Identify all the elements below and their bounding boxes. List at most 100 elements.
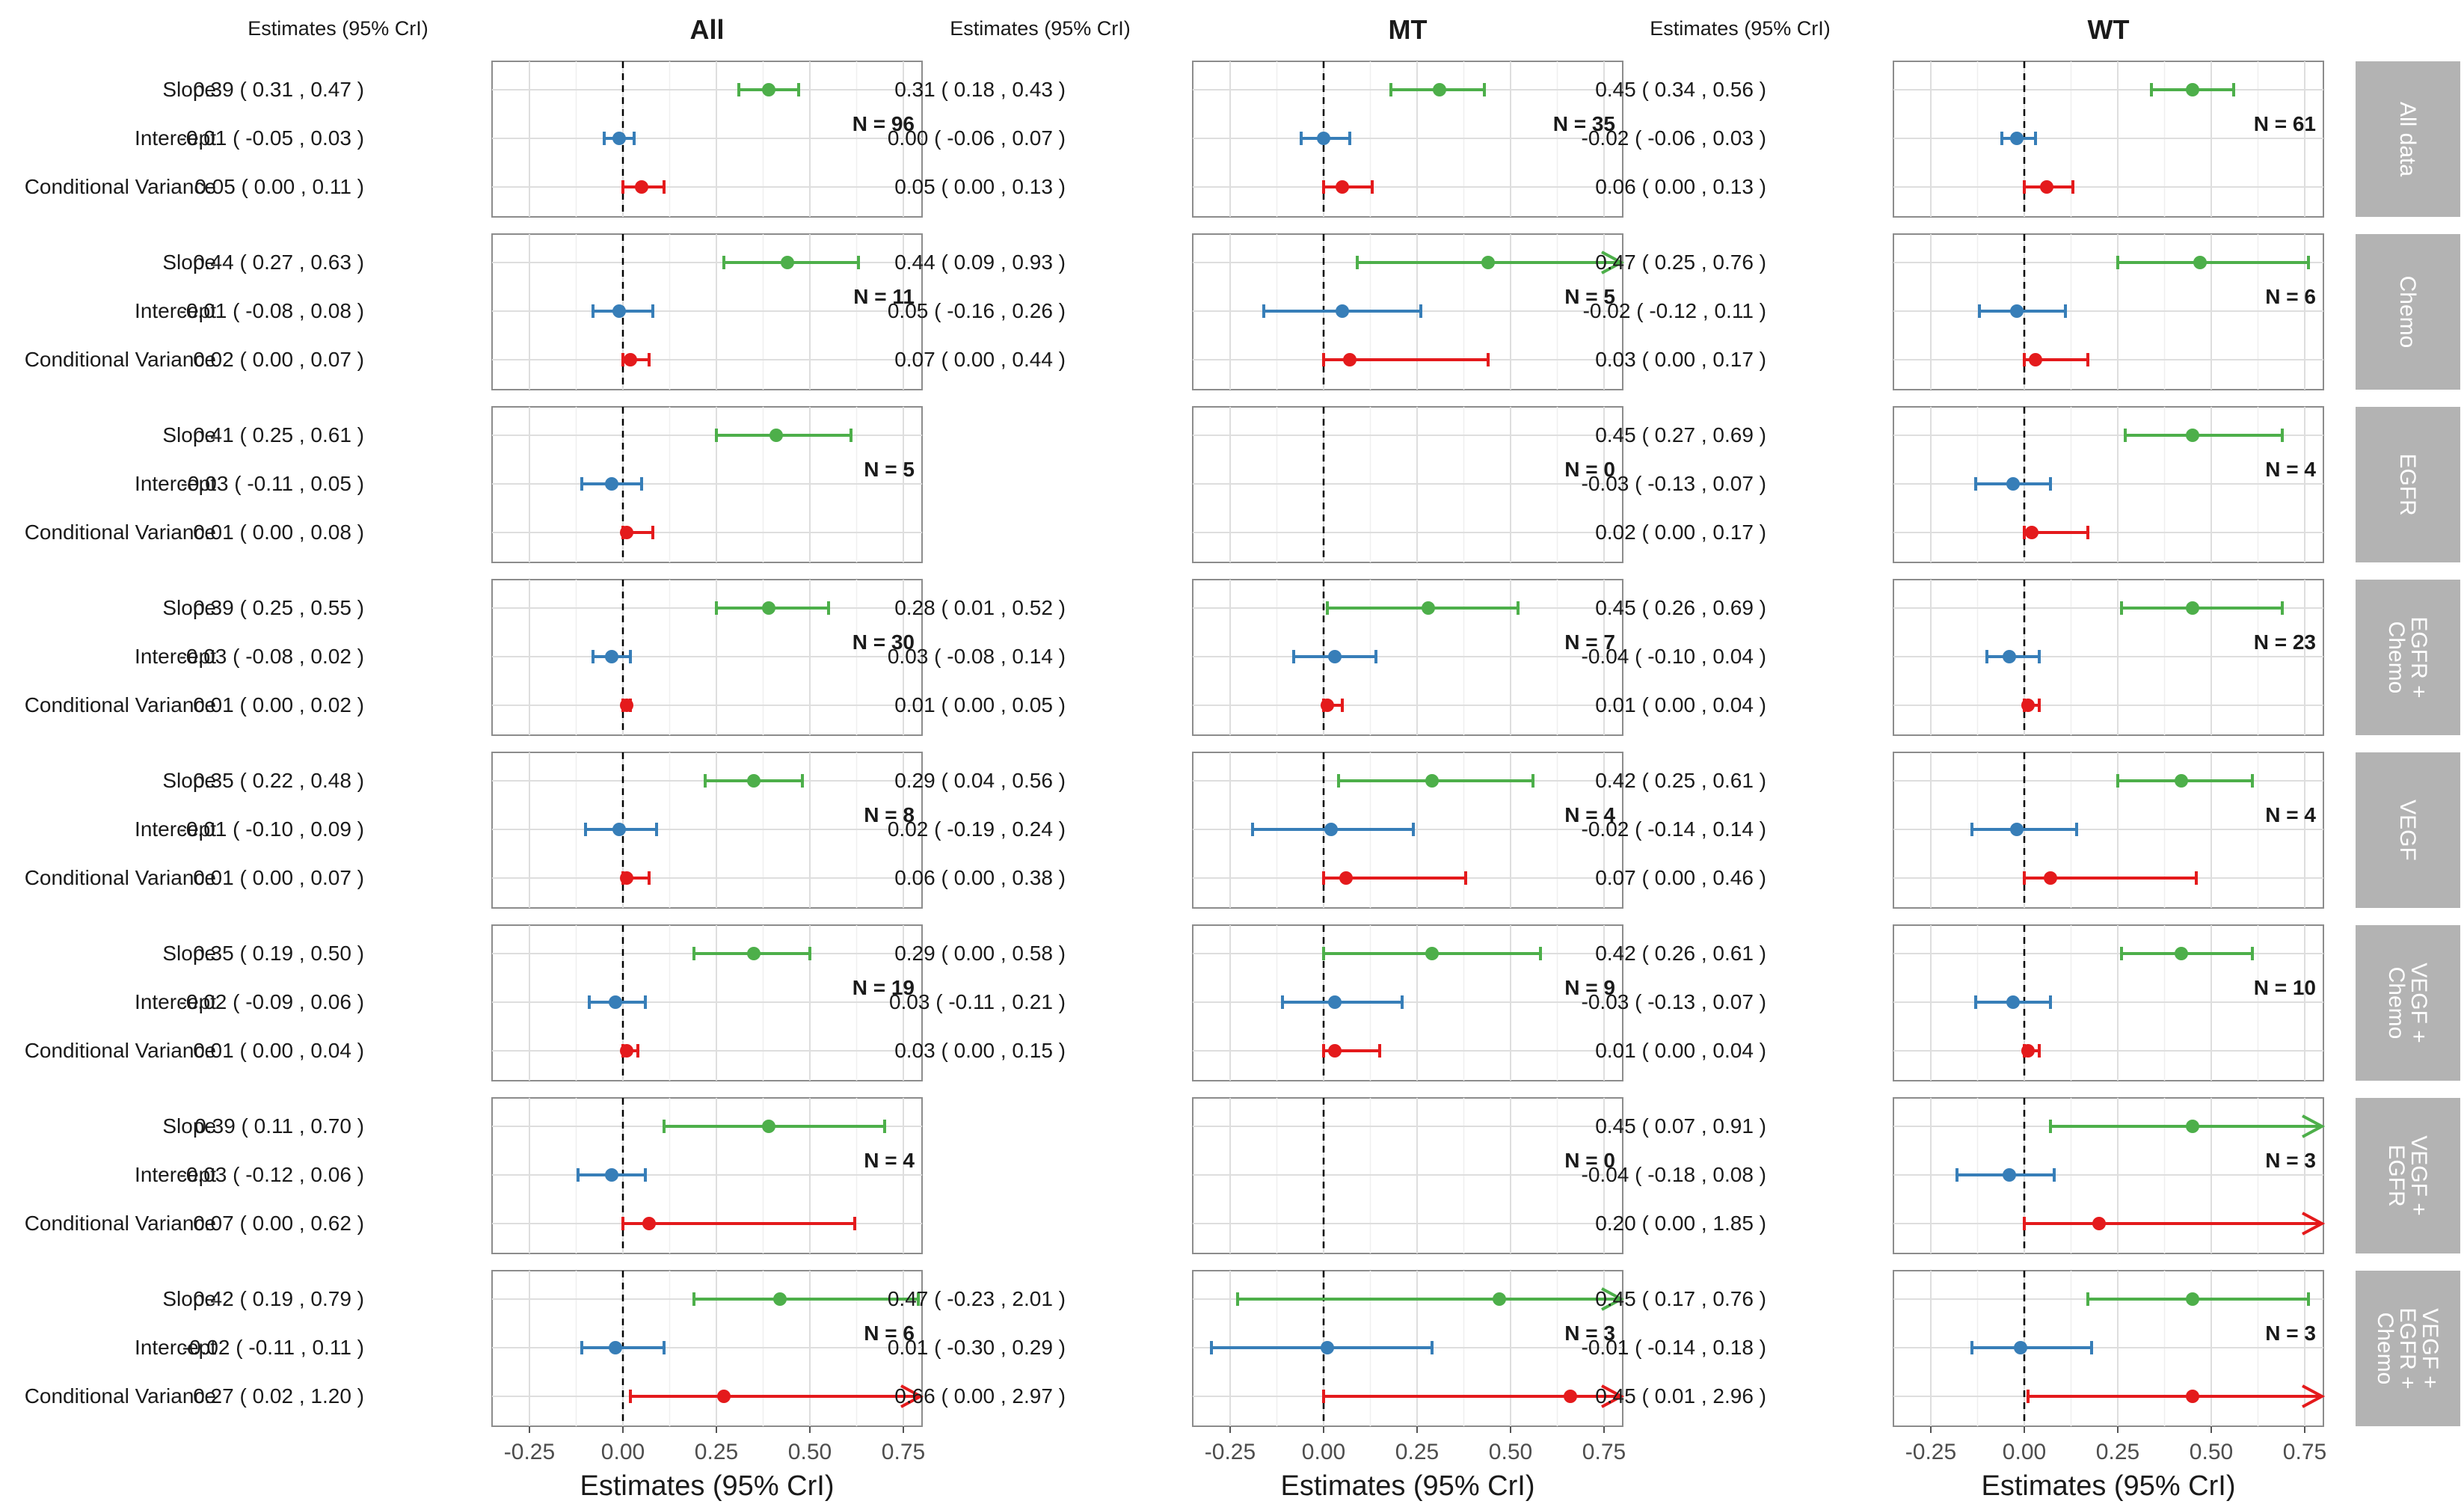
- n-count-label: N = 96: [852, 112, 915, 135]
- ci-arrow-slope: [1601, 1287, 1625, 1311]
- estimate-text-intercept: -0.02 ( -0.06 , 0.03 ): [1582, 126, 1766, 150]
- strip-label: Chemo: [2384, 622, 2409, 694]
- ci-arrow-conditional-variance: [2302, 1384, 2326, 1408]
- point-estimate-intercept: [1324, 823, 1338, 836]
- point-estimate-intercept: [2006, 995, 2020, 1009]
- estimate-text-intercept: -0.03 ( -0.11 , 0.05 ): [181, 472, 364, 495]
- estimate-text-slope: 0.45 ( 0.26 , 0.69 ): [1595, 596, 1766, 619]
- point-estimate-conditional-variance: [1564, 1390, 1577, 1403]
- point-estimate-slope: [2186, 83, 2199, 96]
- estimate-text-slope: 0.45 ( 0.34 , 0.56 ): [1595, 78, 1766, 101]
- point-estimate-intercept: [1328, 995, 1342, 1009]
- n-count-label: N = 6: [2265, 285, 2316, 308]
- x-tick-label: 0.50: [1489, 1440, 1532, 1464]
- strip-label: Chemo: [2395, 276, 2420, 349]
- point-estimate-conditional-variance: [2044, 871, 2057, 885]
- n-count-label: N = 4: [2265, 803, 2316, 826]
- strip-label-group: Chemo: [2395, 276, 2420, 349]
- point-estimate-conditional-variance: [620, 526, 633, 539]
- n-count-label: N = 23: [2254, 630, 2316, 654]
- strip-label: Chemo: [2373, 1313, 2397, 1385]
- strip-background: [2356, 61, 2460, 217]
- estimate-text-conditional-variance: 0.66 ( 0.00 , 2.97 ): [894, 1384, 1066, 1408]
- estimates-column-header: Estimates (95% CrI): [1650, 17, 1831, 40]
- estimate-text-slope: 0.42 ( 0.26 , 0.61 ): [1595, 942, 1766, 965]
- estimate-text-conditional-variance: 0.02 ( 0.00 , 0.07 ): [193, 348, 364, 371]
- n-count-label: N = 10: [2254, 976, 2316, 999]
- estimate-text-intercept: -0.03 ( -0.13 , 0.07 ): [1582, 472, 1766, 495]
- strip-background: [2356, 1098, 2460, 1253]
- row-label-conditional-variance: Conditional Variance: [25, 521, 216, 544]
- strip-label: EGFR +: [2395, 1307, 2420, 1389]
- n-count-label: N = 5: [1564, 285, 1615, 308]
- point-estimate-intercept: [605, 1168, 618, 1182]
- strip-background: [2356, 407, 2460, 562]
- point-estimate-conditional-variance: [2092, 1217, 2106, 1230]
- estimate-text-slope: 0.44 ( 0.27 , 0.63 ): [193, 251, 364, 274]
- estimate-text-conditional-variance: 0.01 ( 0.00 , 0.05 ): [894, 693, 1066, 716]
- estimate-text-conditional-variance: 0.07 ( 0.00 , 0.46 ): [1595, 866, 1766, 889]
- strip-background: [2356, 1271, 2460, 1426]
- estimate-text-conditional-variance: 0.07 ( 0.00 , 0.62 ): [193, 1212, 364, 1235]
- estimate-text-conditional-variance: 0.27 ( 0.02 , 1.20 ): [193, 1384, 364, 1408]
- estimate-text-intercept: -0.04 ( -0.10 , 0.04 ): [1582, 645, 1766, 668]
- estimate-text-intercept: -0.01 ( -0.08 , 0.08 ): [179, 299, 364, 322]
- point-estimate-intercept: [1321, 1341, 1334, 1354]
- strip-label: EGFR +: [2406, 616, 2431, 698]
- point-estimate-conditional-variance: [2040, 180, 2053, 194]
- x-tick-label: 0.00: [2003, 1440, 2046, 1464]
- n-count-label: N = 30: [852, 630, 915, 654]
- row-label-slope: Slope: [162, 423, 216, 446]
- n-count-label: N = 0: [1564, 1149, 1615, 1172]
- point-estimate-intercept: [2010, 823, 2024, 836]
- n-count-label: N = 5: [864, 458, 915, 481]
- point-estimate-slope: [2186, 601, 2199, 615]
- x-tick-label: 0.25: [695, 1440, 738, 1464]
- point-estimate-intercept: [2003, 650, 2016, 663]
- x-tick-label: 0.00: [1302, 1440, 1345, 1464]
- point-estimate-intercept: [612, 304, 626, 318]
- point-estimate-conditional-variance: [635, 180, 648, 194]
- point-estimate-conditional-variance: [2021, 699, 2035, 712]
- strip-background: [2356, 580, 2460, 735]
- row-label-intercept: Intercept: [135, 645, 216, 668]
- strip-label-group: All data: [2395, 102, 2420, 177]
- x-tick-label: 0.50: [2190, 1440, 2233, 1464]
- strip-label: VEGF +: [2406, 963, 2431, 1043]
- estimate-text-intercept: -0.02 ( -0.11 , 0.11 ): [182, 1336, 364, 1359]
- row-label-conditional-variance: Conditional Variance: [25, 1384, 216, 1408]
- estimate-text-slope: 0.31 ( 0.18 , 0.43 ): [894, 78, 1066, 101]
- n-count-label: N = 61: [2254, 112, 2316, 135]
- row-label-slope: Slope: [162, 596, 216, 619]
- point-estimate-slope: [2175, 947, 2188, 960]
- row-label-conditional-variance: Conditional Variance: [25, 1212, 216, 1235]
- row-label-conditional-variance: Conditional Variance: [25, 348, 216, 371]
- estimate-text-conditional-variance: 0.05 ( 0.00 , 0.13 ): [894, 175, 1066, 198]
- strip-label-group: EGFR: [2395, 453, 2420, 515]
- row-label-conditional-variance: Conditional Variance: [25, 1039, 216, 1062]
- estimate-text-conditional-variance: 0.05 ( 0.00 , 0.11 ): [194, 175, 364, 198]
- estimate-text-slope: 0.45 ( 0.07 , 0.91 ): [1595, 1114, 1766, 1138]
- ci-arrow-conditional-variance: [1601, 1384, 1625, 1408]
- strip-label-group: EGFR +Chemo: [2384, 616, 2431, 698]
- point-estimate-slope: [1422, 601, 1435, 615]
- estimate-text-intercept: 0.03 ( -0.08 , 0.14 ): [888, 645, 1066, 668]
- estimate-text-slope: 0.29 ( 0.00 , 0.58 ): [894, 942, 1066, 965]
- point-estimate-conditional-variance: [1336, 180, 1349, 194]
- estimate-text-conditional-variance: 0.03 ( 0.00 , 0.15 ): [894, 1039, 1066, 1062]
- strip-label-group: VEGF +Chemo: [2384, 963, 2431, 1043]
- n-count-label: N = 3: [2265, 1149, 2316, 1172]
- estimate-text-conditional-variance: 0.01 ( 0.00 , 0.04 ): [1595, 693, 1766, 716]
- n-count-label: N = 4: [864, 1149, 915, 1172]
- row-label-intercept: Intercept: [135, 1163, 216, 1186]
- n-count-label: N = 3: [2265, 1322, 2316, 1345]
- point-estimate-intercept: [612, 132, 626, 145]
- point-estimate-intercept: [1336, 304, 1349, 318]
- row-label-slope: Slope: [162, 769, 216, 792]
- point-estimate-slope: [2186, 1120, 2199, 1133]
- point-estimate-intercept: [605, 650, 618, 663]
- point-estimate-conditional-variance: [642, 1217, 656, 1230]
- estimate-text-slope: 0.39 ( 0.11 , 0.70 ): [194, 1114, 364, 1138]
- point-estimate-conditional-variance: [2029, 353, 2042, 366]
